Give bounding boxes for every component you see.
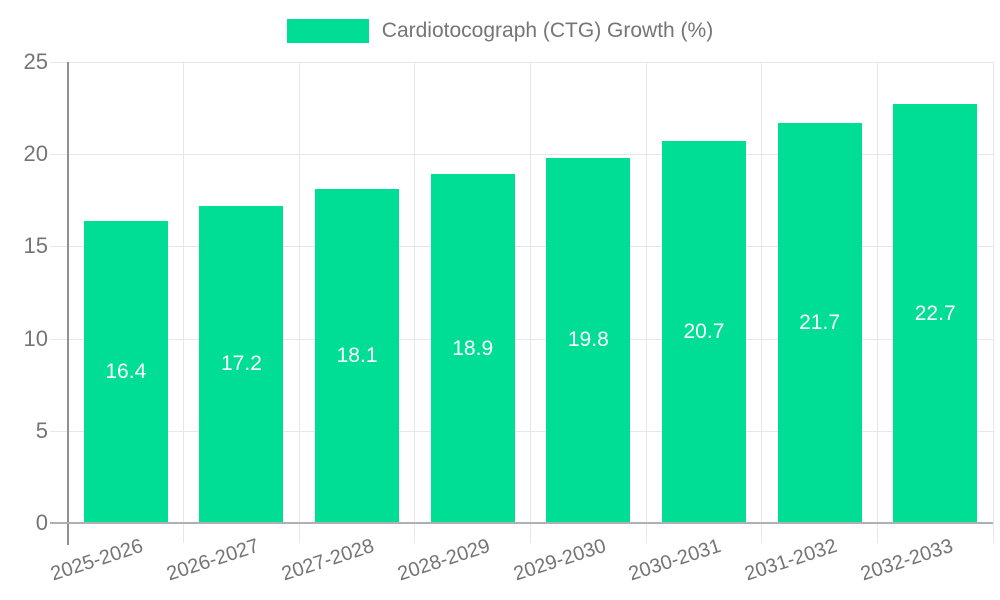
bar[interactable] <box>83 220 168 523</box>
y-axis-tick-label: 15 <box>23 233 48 259</box>
bar[interactable] <box>777 122 862 523</box>
y-gridline <box>50 338 993 340</box>
y-axis-tick-label: 10 <box>23 325 48 351</box>
bar[interactable] <box>661 141 746 523</box>
x-axis-tick-label: 2029-2030 <box>510 534 609 586</box>
y-axis-tick-label: 25 <box>23 49 48 74</box>
y-gridline <box>50 246 993 248</box>
x-axis-tick-label: 2025-2026 <box>48 534 146 586</box>
y-axis-tick-label: 5 <box>35 417 48 443</box>
x-gridline <box>761 62 763 543</box>
y-gridline <box>50 62 993 63</box>
x-axis-tick-label: 2030-2031 <box>626 534 725 586</box>
x-gridline <box>876 62 878 543</box>
y-axis-tick-label: 0 <box>35 510 48 535</box>
y-axis-line <box>66 62 69 545</box>
bar[interactable] <box>430 174 515 523</box>
x-axis-tick-label: 2028-2029 <box>395 534 493 586</box>
x-axis-tick-label: 2026-2027 <box>163 534 262 586</box>
x-gridline <box>183 62 185 543</box>
x-gridline <box>414 62 416 543</box>
x-axis-tick-label: 2032-2033 <box>857 534 956 586</box>
legend-label: Cardiotocograph (CTG) Growth (%) <box>381 19 714 42</box>
bar[interactable] <box>893 104 978 523</box>
y-gridline <box>50 154 993 156</box>
bar[interactable] <box>199 205 284 523</box>
bar[interactable] <box>546 157 631 523</box>
x-gridline <box>298 62 300 543</box>
x-gridline <box>530 62 531 543</box>
x-axis-tick-label: 2031-2032 <box>741 534 840 586</box>
x-gridline <box>992 62 994 543</box>
x-axis-tick-label: 2027-2028 <box>279 534 378 586</box>
y-axis-tick-label: 20 <box>23 141 48 167</box>
legend[interactable]: Cardiotocograph (CTG) Growth (%) <box>0 19 1000 43</box>
y-gridline <box>50 430 993 432</box>
x-gridline <box>645 62 647 543</box>
bar[interactable] <box>315 189 400 523</box>
x-axis-line <box>50 522 993 524</box>
legend-swatch-icon <box>286 19 369 43</box>
